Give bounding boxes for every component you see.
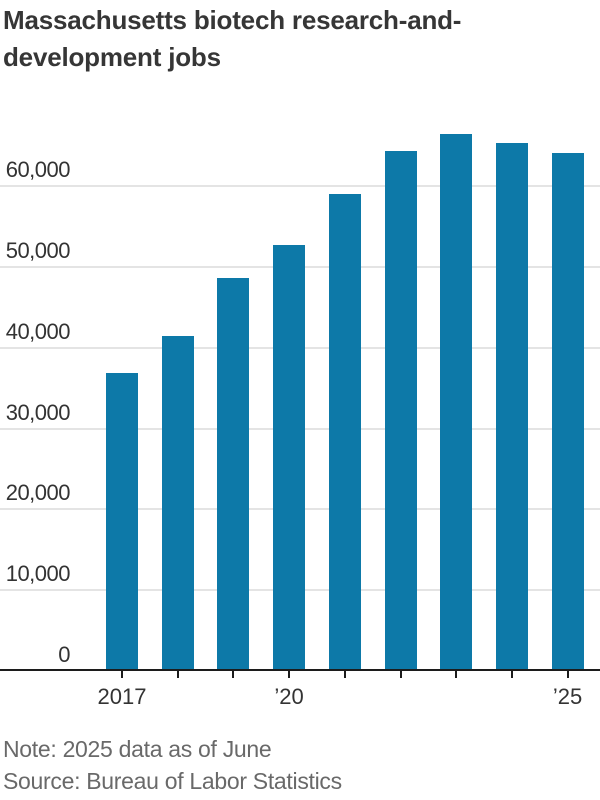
chart-title: Massachusetts biotech research-and-devel… (3, 5, 462, 72)
y-axis-label: 50,000 (5, 238, 71, 263)
bar-2021 (328, 194, 361, 671)
y-axis-label: 60,000 (5, 157, 71, 183)
x-axis-tick-2017 (121, 671, 123, 678)
x-axis-line (0, 668, 600, 671)
bar-2017 (106, 372, 138, 671)
x-axis-tick-2020 (288, 671, 291, 678)
bar-2023 (440, 133, 473, 671)
bar-2020 (273, 245, 306, 671)
bar-2018 (161, 336, 194, 671)
y-axis-label: 10,000 (5, 561, 71, 587)
x-axis-tick-2019 (232, 671, 235, 678)
x-axis-tick-2018 (176, 671, 179, 678)
bar-2024 (495, 142, 528, 671)
y-axis-label: 20,000 (5, 480, 71, 506)
y-axis-label: 0 (58, 642, 70, 667)
bar-2022 (384, 151, 417, 671)
chart-note: Note: 2025 data as of June (3, 736, 272, 762)
x-axis-tick-2025 (566, 671, 569, 678)
x-axis-tick-2024 (510, 671, 513, 678)
x-axis-tick-2021 (343, 671, 346, 678)
x-axis-tick-2022 (399, 671, 402, 678)
x-axis-tick-2023 (455, 671, 458, 678)
x-axis-label: 2017 (97, 684, 147, 709)
y-axis-label: 30,000 (5, 399, 71, 425)
gridline-60,000 (0, 185, 600, 188)
x-axis-label: ’20 (274, 684, 304, 709)
bar-2025 (551, 153, 584, 671)
y-axis-label: 40,000 (5, 318, 71, 344)
bar-2019 (217, 277, 250, 671)
x-axis-label: ’25 (552, 684, 583, 709)
chart-source: Source: Bureau of Labor Statistics (3, 768, 342, 794)
